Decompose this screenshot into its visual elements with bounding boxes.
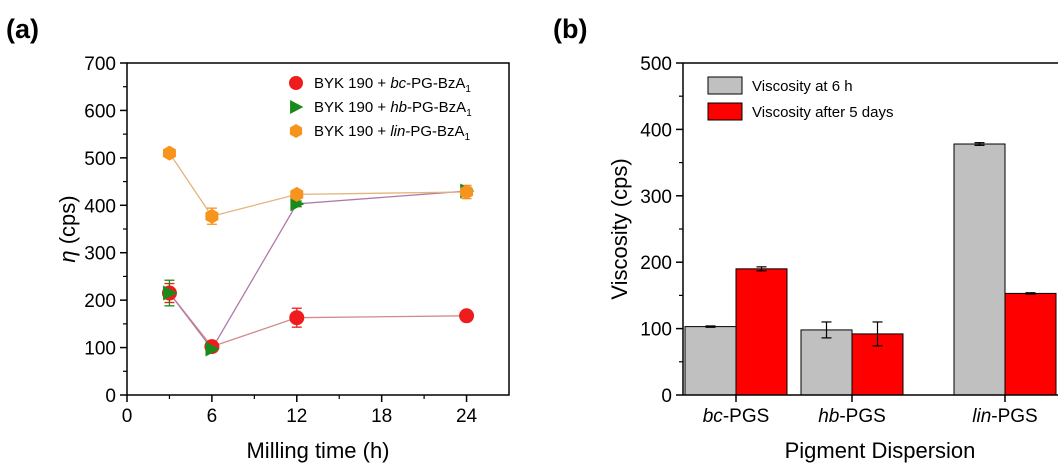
- chart-a-y-axis-title: η (cps): [55, 195, 80, 262]
- chart-a-data-point-bc: [459, 308, 475, 324]
- chart-b-y-tick-label: 0: [661, 386, 672, 407]
- chart-a-legend-entry-bc: BYK 190 + bc-PG-BzA1: [314, 75, 471, 95]
- chart-a-x-tick-label: 6: [207, 406, 218, 427]
- chart-a-error-bars: [164, 150, 472, 353]
- chart-a-x-tick-label: 0: [122, 406, 133, 427]
- legend-text-subscript: 1: [465, 84, 471, 95]
- chart-b-y-tick-label: 100: [640, 320, 672, 341]
- chart-a-legend-marker-hb: [290, 100, 304, 114]
- chart-b-y-tick-label: 400: [640, 120, 672, 141]
- chart-a-y-tick-label: 100: [84, 339, 116, 360]
- tick-label-italic: bc: [703, 406, 724, 427]
- chart-b-bar-6h: [953, 143, 1006, 396]
- chart-a-tick-labels: 0 100 200 300 400 500 600 700 0 6 12 18 24: [84, 54, 477, 427]
- tick-label-suffix: -PGS: [991, 406, 1037, 427]
- chart-b-legend-swatch-5days: [707, 102, 743, 121]
- chart-a-y-tick-label: 300: [84, 244, 116, 265]
- chart-b-legend-swatch-6h: [707, 76, 743, 95]
- chart-b-axes: [676, 62, 1058, 402]
- tick-label-suffix: -PGS: [839, 406, 885, 427]
- chart-a-y-tick-label: 400: [84, 196, 116, 217]
- chart-a-data-point-lin: [290, 186, 304, 202]
- chart-a-y-tick-label: 500: [84, 149, 116, 170]
- legend-text-subscript: 1: [465, 132, 471, 143]
- legend-text-suffix: -PG-BzA: [406, 75, 465, 92]
- chart-a-y-axis-unit: (cps): [55, 195, 80, 250]
- chart-a-legend-marker-bc: [289, 76, 303, 90]
- legend-text-italic: bc: [390, 75, 406, 92]
- chart-a-y-tick-label: 600: [84, 101, 116, 122]
- panel-label-a: (a): [6, 14, 39, 44]
- chart-b-bar-6h: [800, 329, 853, 396]
- tick-label-italic: hb: [818, 406, 839, 427]
- chart-a-y-tick-label: 200: [84, 291, 116, 312]
- chart-a-data-point-lin: [162, 145, 176, 161]
- legend-text-suffix: -PG-BzA: [405, 123, 464, 140]
- chart-a-x-tick-label: 12: [286, 406, 307, 427]
- chart-a-x-axis-title: Milling time (h): [246, 438, 389, 463]
- chart-a-y-tick-label: 700: [84, 54, 116, 75]
- chart-a-data-point-lin: [460, 184, 474, 200]
- chart-b-x-axis-title: Pigment Dispersion: [785, 438, 976, 463]
- chart-b-bar-5days: [735, 268, 788, 396]
- chart-a-axes: [120, 62, 510, 402]
- chart-b-y-tick-label: 200: [640, 253, 672, 274]
- legend-text-suffix: -PG-BzA: [407, 99, 466, 116]
- chart-b-x-tick-label: lin-PGS: [972, 406, 1037, 427]
- chart-b-bar-6h: [684, 326, 737, 396]
- chart-a-x-tick-label: 18: [371, 406, 392, 427]
- chart-a-data-point-hb: [163, 285, 178, 301]
- chart-b-error-bars: [705, 142, 1036, 347]
- chart-a-x-tick-label: 24: [456, 406, 478, 427]
- chart-b-y-tick-label: 300: [640, 187, 672, 208]
- legend-text-italic: hb: [390, 99, 407, 116]
- panel-label-b: (b): [553, 14, 587, 44]
- chart-b-x-tick-label: bc-PGS: [703, 406, 770, 427]
- chart-b-bar-5days: [1004, 292, 1057, 396]
- chart-b-legend-entry-6h: Viscosity at 6 h: [752, 78, 853, 95]
- chart-a-series-line-hb: [168, 190, 467, 351]
- chart-a-markers: [161, 145, 475, 357]
- chart-a-legend-entry-lin: BYK 190 + lin-PG-BzA1: [314, 123, 471, 143]
- legend-text-italic: lin: [390, 123, 405, 140]
- chart-a-legend-marker-lin: [289, 124, 303, 138]
- line-chart-panel-a: 0 100 200 300 400 500 600 700 0 6 12 18 24 Milling t…: [55, 54, 510, 463]
- chart-a-y-axis-symbol: η: [55, 250, 80, 262]
- chart-b-legend: Viscosity at 6 h Viscosity after 5 days: [707, 76, 893, 121]
- chart-b-y-axis-title: Viscosity (cps): [607, 158, 632, 299]
- chart-a-data-point-lin: [205, 208, 219, 224]
- chart-a-series-line-bc: [168, 292, 467, 348]
- tick-label-suffix: -PGS: [723, 406, 769, 427]
- chart-b-x-tick-label: hb-PGS: [818, 406, 886, 427]
- chart-a-series-line-lin: [168, 152, 467, 217]
- chart-b-bars: [684, 143, 1057, 396]
- chart-b-legend-entry-5days: Viscosity after 5 days: [752, 104, 893, 121]
- chart-a-data-point-hb: [205, 341, 220, 357]
- chart-a-series-lines: [168, 152, 467, 351]
- legend-text-subscript: 1: [466, 108, 472, 119]
- legend-text-prefix: BYK 190 +: [314, 123, 390, 140]
- chart-a-y-tick-label: 0: [105, 386, 116, 407]
- chart-a-data-point-bc: [289, 310, 305, 326]
- tick-label-italic: lin: [972, 406, 991, 427]
- legend-text-prefix: BYK 190 +: [314, 99, 390, 116]
- chart-b-y-tick-label: 500: [640, 54, 672, 75]
- chart-a-legend-entry-hb: BYK 190 + hb-PG-BzA1: [314, 99, 472, 119]
- legend-text-prefix: BYK 190 +: [314, 75, 390, 92]
